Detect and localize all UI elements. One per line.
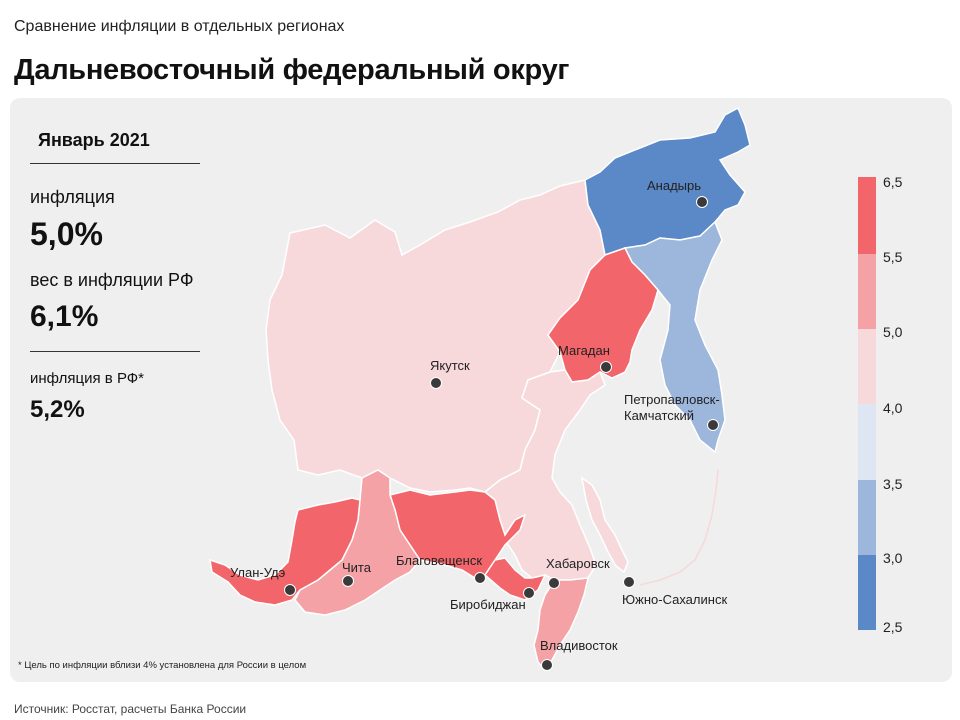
divider-top — [30, 163, 200, 164]
color-legend: 6,5 5,5 5,0 4,0 3,5 3,0 2,5 — [858, 174, 903, 635]
city-label: Владивосток — [540, 638, 618, 653]
source-note: Источник: Росстат, расчеты Банка России — [14, 702, 247, 716]
legend-swatch-5-5 — [858, 254, 876, 329]
city-anadyr[interactable]: Анадырь — [647, 178, 708, 208]
weight-value: 6,1% — [30, 300, 99, 333]
legend-tick: 3,5 — [883, 476, 903, 492]
city-label: Якутск — [430, 358, 470, 373]
divider-bottom — [30, 351, 200, 352]
inflation-label: инфляция — [30, 187, 115, 207]
city-label: Анадырь — [647, 178, 701, 193]
city-yakutsk[interactable]: Якутск — [430, 358, 470, 389]
city-yuzhno-sakhalinsk[interactable]: Южно-Сахалинск — [622, 576, 727, 608]
legend-swatch-5-0 — [858, 329, 876, 404]
legend-tick: 3,0 — [883, 550, 903, 566]
city-blagoveshchensk[interactable]: Благовещенск — [396, 553, 486, 584]
city-magadan[interactable]: Магадан — [558, 343, 612, 373]
city-label: Биробиджан — [450, 597, 526, 612]
city-ulan-ude[interactable]: Улан-Удэ — [230, 565, 296, 596]
city-label: Чита — [342, 560, 372, 575]
rf-inflation-value: 5,2% — [30, 396, 85, 423]
city-label: Улан-Удэ — [230, 565, 286, 580]
legend-tick: 5,5 — [883, 249, 903, 265]
legend-swatch-6-5 — [858, 177, 876, 254]
city-label: Южно-Сахалинск — [622, 592, 727, 607]
city-label: Петропавловск- — [624, 392, 720, 407]
legend-tick: 4,0 — [883, 400, 903, 416]
region-primorye[interactable] — [533, 577, 589, 672]
city-label: Магадан — [558, 343, 610, 358]
region-kamchatka[interactable] — [623, 220, 726, 454]
period-label: Январь 2021 — [38, 130, 150, 150]
legend-swatch-4-0 — [858, 404, 876, 480]
rf-inflation-label: инфляция в РФ* — [30, 370, 145, 387]
city-chita[interactable]: Чита — [342, 560, 372, 587]
page-title: Дальневосточный федеральный округ — [14, 54, 570, 86]
city-petropavlovsk[interactable]: Петропавловск- Камчатский — [624, 392, 720, 431]
city-label: Камчатский — [624, 408, 694, 423]
city-label: Хабаровск — [546, 556, 610, 571]
city-label: Благовещенск — [396, 553, 482, 568]
legend-tick: 2,5 — [883, 619, 903, 635]
legend-swatch-3-5 — [858, 480, 876, 555]
city-birobidzhan[interactable]: Биробиджан — [450, 587, 535, 613]
weight-label: вес в инфляции РФ — [30, 270, 194, 290]
region-kurils[interactable] — [639, 469, 719, 586]
subtitle: Сравнение инфляции в отдельных регионах — [14, 18, 345, 35]
legend-swatch-3-0 — [858, 555, 876, 630]
region-buryatia[interactable] — [209, 497, 361, 606]
region-sakhalin[interactable] — [580, 476, 629, 574]
inflation-value: 5,0% — [30, 216, 103, 252]
region-magadan[interactable] — [547, 247, 659, 383]
footnote: * Цель по инфляции вблизи 4% установлена… — [18, 660, 307, 671]
city-vladivostok[interactable]: Владивосток — [540, 638, 618, 671]
legend-tick: 6,5 — [883, 174, 903, 190]
city-khabarovsk[interactable]: Хабаровск — [546, 556, 610, 589]
legend-tick: 5,0 — [883, 324, 903, 340]
